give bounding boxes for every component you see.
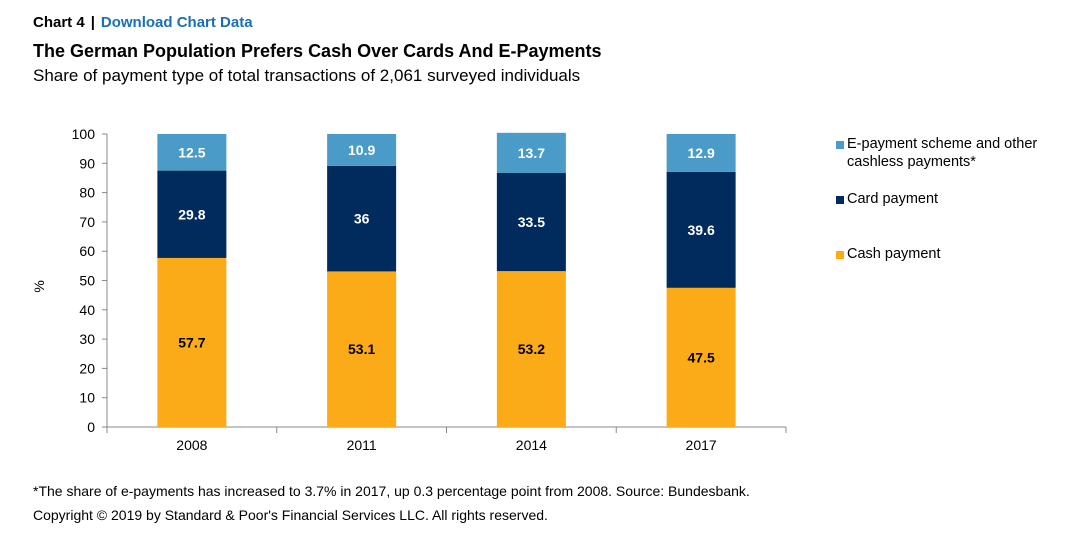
bar-segment-epayment-2008 [157,134,227,171]
y-tick-label: 20 [79,360,95,376]
legend-swatch [836,251,844,259]
bar-segment-card-2008 [157,170,227,258]
bar-segment-cash-2011 [327,271,397,427]
legend-swatch [836,196,844,204]
bar-segment-epayment-2014 [496,132,566,173]
y-axis-title: % [31,280,47,292]
y-tick-label: 100 [72,126,96,142]
legend-item: Card payment [836,190,1076,208]
y-tick-label: 50 [79,273,95,289]
bar-segment-card-2014 [496,172,566,272]
y-tick-label: 90 [79,155,95,171]
bar-segment-cash-2014 [496,271,566,427]
bar-segment-card-2017 [666,171,736,288]
copyright-notice: Copyright © 2019 by Standard & Poor's Fi… [33,507,548,523]
bar-segment-epayment-2017 [666,134,736,172]
data-label: 13.7 [518,145,545,161]
bar-segment-card-2011 [327,165,397,272]
chart-number: Chart 4 [33,14,85,31]
data-label: 39.6 [688,222,715,238]
data-label: 47.5 [688,349,715,365]
y-tick-label: 60 [79,243,95,259]
y-tick-label: 0 [87,419,95,435]
x-tick-label: 2014 [516,437,547,453]
footnote: *The share of e-payments has increased t… [33,483,750,499]
chart-subtitle: Share of payment type of total transacti… [33,66,581,85]
data-label: 33.5 [518,214,545,230]
data-label: 12.9 [688,145,715,161]
legend-label: Card payment [847,191,939,207]
y-tick-label: 30 [79,331,95,347]
y-tick-label: 40 [79,302,95,318]
data-label: 10.9 [348,142,375,158]
legend-item: Cash payment [836,245,1076,263]
data-label: 29.8 [178,206,205,222]
data-label: 12.5 [178,144,205,160]
bar-segment-cash-2017 [666,287,736,427]
chart-title: The German Population Prefers Cash Over … [33,41,602,61]
legend-swatch [836,141,844,149]
bar-segment-epayment-2011 [327,134,397,166]
bar-segment-cash-2008 [157,257,227,427]
y-tick-label: 80 [79,185,95,201]
y-tick-label: 70 [79,214,95,230]
data-label: 53.1 [348,341,375,357]
x-tick-label: 2011 [347,437,377,453]
data-label: 36 [354,211,370,227]
chart-header: Chart 4 | Download Chart Data [33,14,253,31]
legend-label: Cash payment [847,246,941,262]
data-label: 53.2 [518,341,545,357]
data-label: 57.7 [178,334,205,350]
legend-item: E-payment scheme and other cashless paym… [836,135,1076,171]
x-tick-label: 2008 [176,437,207,453]
legend-label: E-payment scheme and other cashless paym… [847,136,1038,170]
x-tick-label: 2017 [686,437,717,453]
y-tick-label: 10 [79,390,95,406]
download-chart-data-link[interactable]: Download Chart Data [100,14,253,31]
header-separator: | [90,14,95,31]
